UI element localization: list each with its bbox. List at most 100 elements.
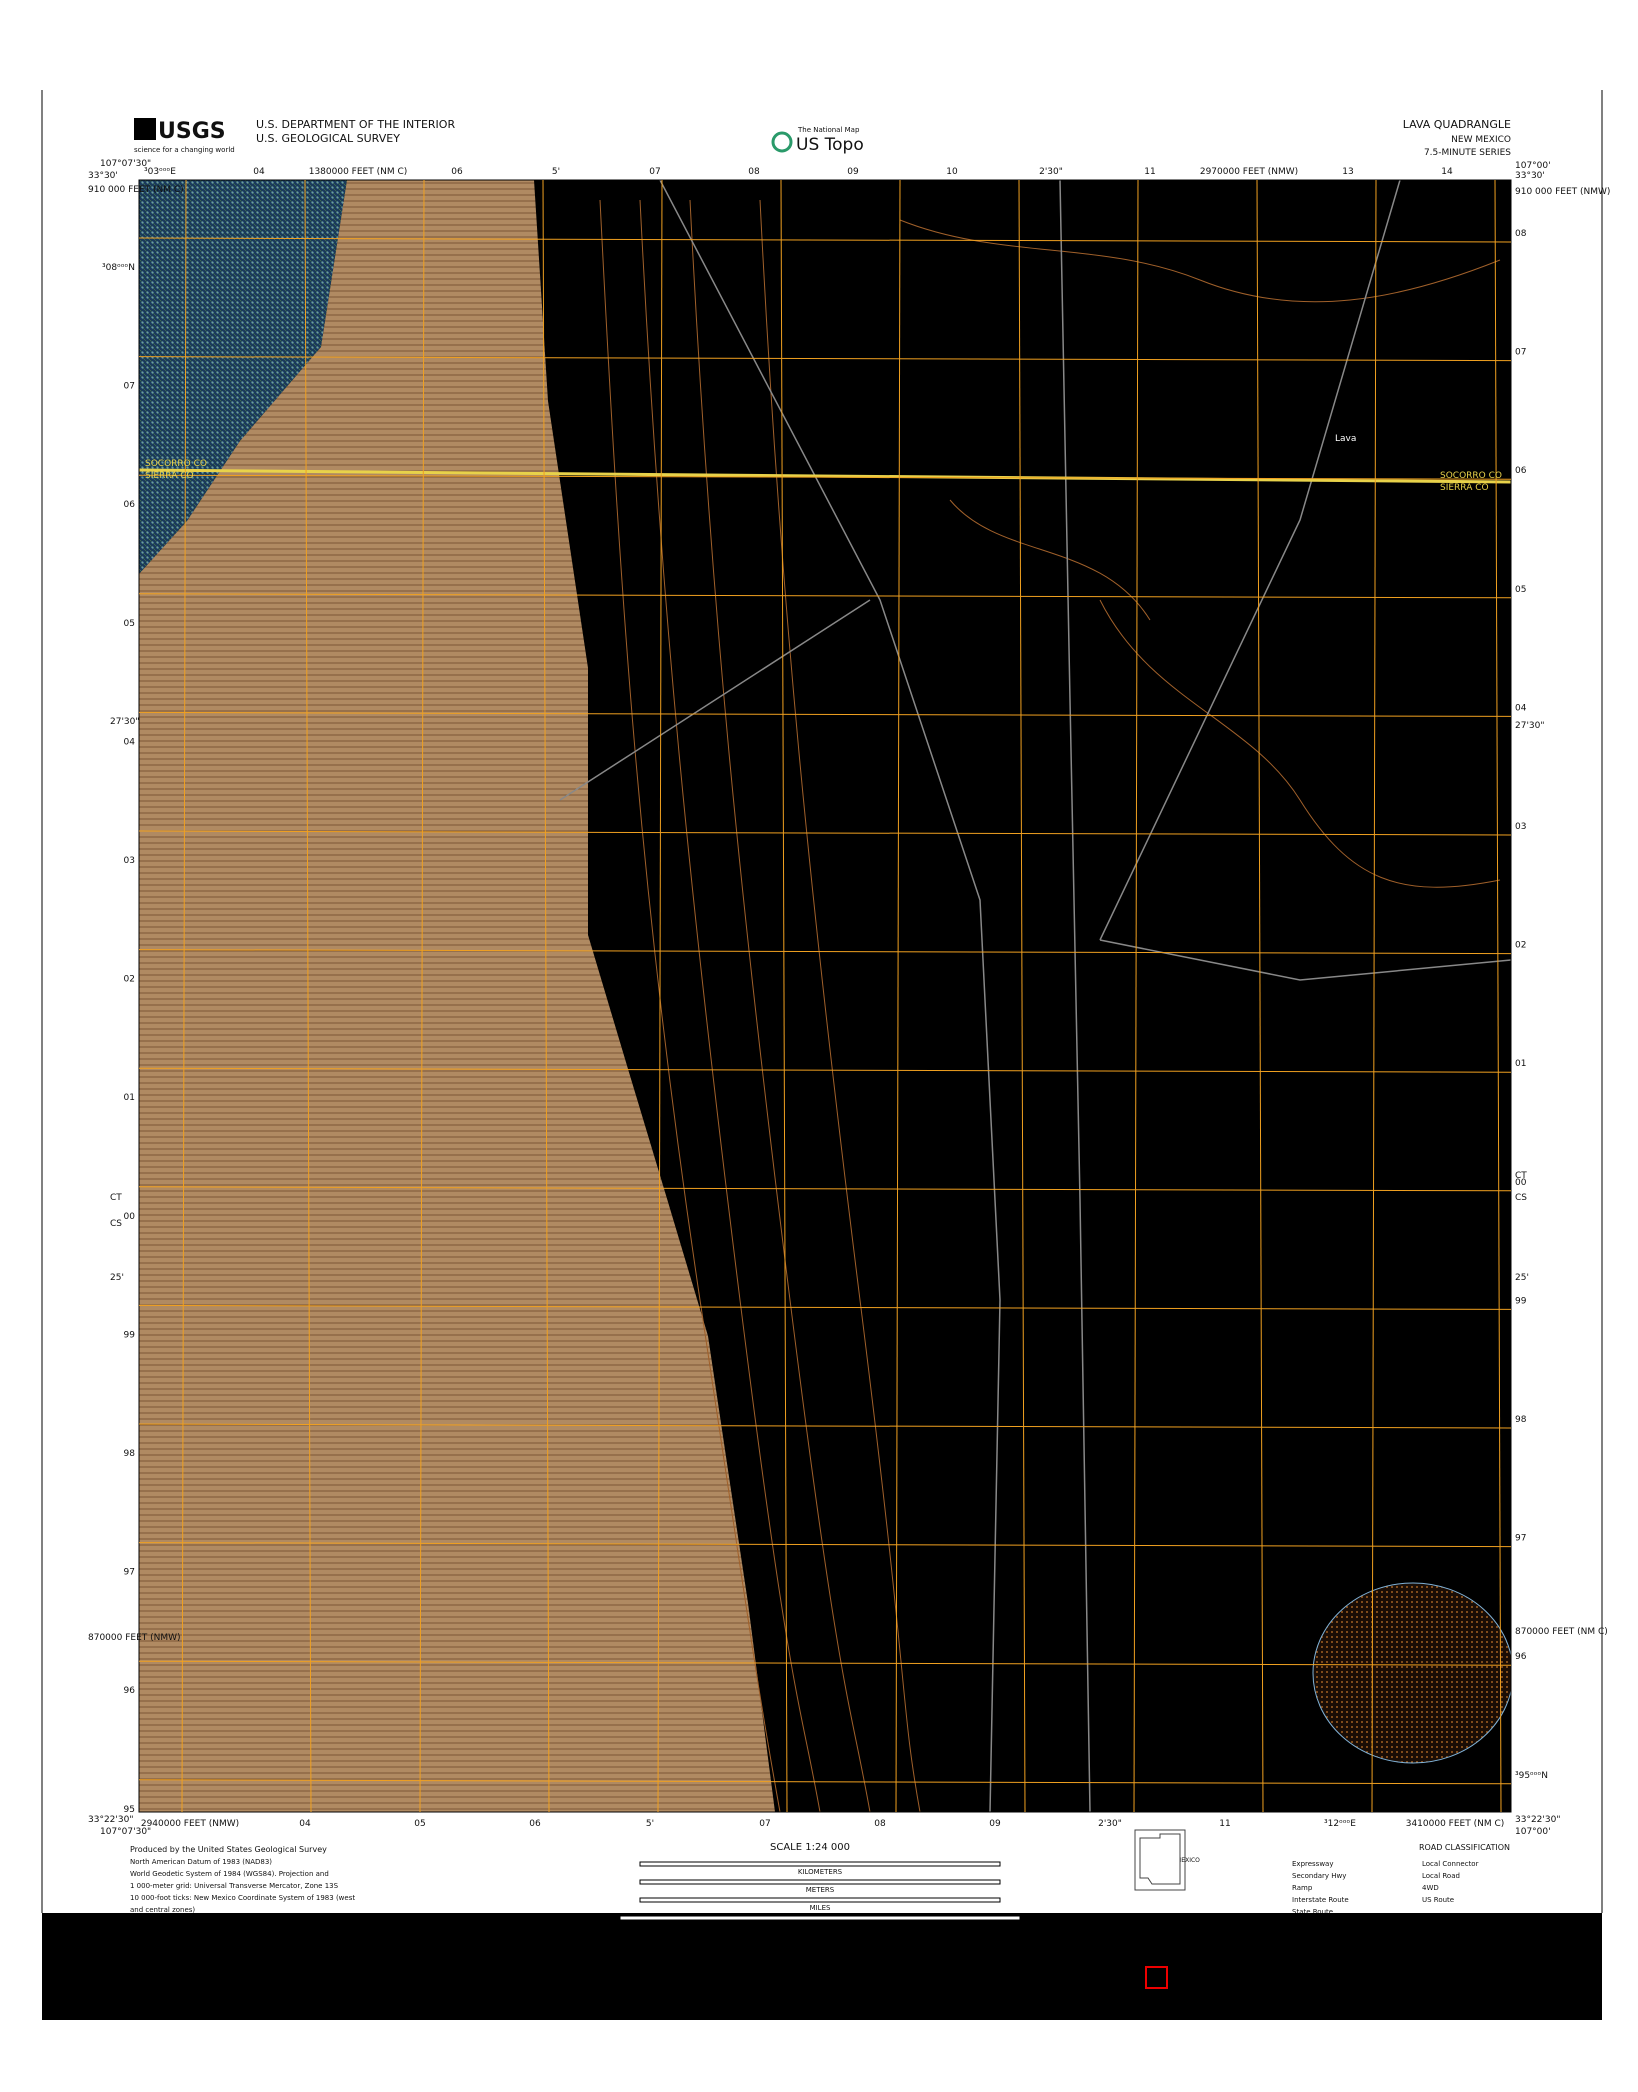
- scale-unit: MILES: [810, 1904, 831, 1912]
- grid-label: 98: [124, 1449, 136, 1459]
- grid-label: 14: [1441, 167, 1453, 177]
- usgs-logo-mark: [134, 118, 156, 140]
- grid-label: 08: [748, 167, 760, 177]
- road-item: Local Connector: [1422, 1860, 1479, 1868]
- grid-label: 96: [1515, 1652, 1527, 1662]
- grid-label: 06: [451, 167, 463, 177]
- grid-line: [181, 179, 187, 1813]
- grid-label: 2'30": [1039, 167, 1063, 177]
- grid-line: [1133, 179, 1139, 1813]
- credit-line: Produced by the United States Geological…: [130, 1845, 327, 1854]
- road-item: Ramp: [1292, 1884, 1313, 1892]
- label: CT: [1515, 1171, 1527, 1181]
- label: 107°00': [1515, 1827, 1551, 1837]
- label: 870000 FEET (NMW): [88, 1633, 181, 1643]
- label: CS: [1515, 1193, 1527, 1203]
- map-body: [139, 180, 1511, 1812]
- grid-label: 5': [552, 167, 560, 177]
- grid-label: 95: [124, 1805, 135, 1815]
- grid-line: [1494, 179, 1502, 1813]
- grid-label: 00: [124, 1212, 136, 1222]
- label: 33°22'30": [88, 1815, 133, 1825]
- agency: U.S. DEPARTMENT OF THE INTERIOR: [256, 118, 455, 131]
- grid-label: 11: [1219, 1819, 1230, 1829]
- grid-line: [138, 1067, 1512, 1073]
- grid-label: 98: [1515, 1415, 1527, 1425]
- grid-label: 01: [1515, 1059, 1526, 1069]
- grid-label: 07: [759, 1819, 770, 1829]
- grid-label: 05: [1515, 585, 1526, 595]
- road-item: Expressway: [1292, 1860, 1334, 1868]
- mountain-terrain: [139, 180, 775, 1812]
- place-name: SOCORRO CO: [1440, 471, 1502, 481]
- logo-text: USGS: [158, 119, 226, 144]
- grid-label: ³08ᵒᵒᵒN: [102, 263, 135, 273]
- label: 107°07'30": [100, 159, 151, 169]
- state: NEW MEXICO: [1451, 135, 1511, 145]
- road-item: State Route: [1292, 1908, 1333, 1916]
- grid-line: [138, 593, 1512, 599]
- county-boundary: [139, 468, 1511, 484]
- grid-label: 04: [1515, 703, 1527, 713]
- grid-label: 97: [1515, 1534, 1526, 1544]
- grid-line: [138, 1423, 1512, 1429]
- label: 107°07'30": [100, 1827, 151, 1837]
- grid-line: [138, 1660, 1512, 1666]
- grid-label: 97: [124, 1568, 135, 1578]
- tagline: science for a changing world: [134, 146, 235, 154]
- grid-label: 09: [989, 1819, 1001, 1829]
- grid-label: 99: [1515, 1296, 1527, 1306]
- grid-line: [304, 179, 312, 1813]
- product: US Topo: [796, 135, 864, 155]
- grid-label: 2970000 FEET (NMW): [1200, 167, 1298, 177]
- grid-label: 10: [946, 167, 958, 177]
- contours: [599, 199, 1501, 1812]
- grid-label: 02: [124, 975, 135, 985]
- grid-line: [895, 179, 901, 1813]
- label: 870000 FEET (NM C): [1515, 1627, 1608, 1637]
- label: 27'30": [1515, 721, 1545, 731]
- national-map-logo: [771, 131, 793, 153]
- credit-line: and central zones): [130, 1906, 195, 1914]
- road-item: Local Road: [1422, 1872, 1460, 1880]
- credit-line: 1 000-meter grid: Universal Transverse M…: [130, 1882, 339, 1890]
- product-small: The National Map: [797, 126, 860, 134]
- place-name: SIERRA CO: [1440, 483, 1489, 493]
- grid-label: 07: [649, 167, 660, 177]
- grid-line: [138, 711, 1512, 717]
- grid-label: 2940000 FEET (NMW): [141, 1819, 239, 1829]
- grid-line: [657, 179, 663, 1813]
- grid-label: 07: [124, 382, 135, 392]
- grid-label: ³95ᵒᵒᵒN: [1515, 1771, 1548, 1781]
- label: 33°30': [88, 171, 118, 181]
- label: 25': [1515, 1273, 1529, 1283]
- grid-label: 04: [299, 1819, 311, 1829]
- grid-label: 05: [414, 1819, 425, 1829]
- grid-label: 04: [253, 167, 265, 177]
- credit-line: 10 000-foot ticks: New Mexico Coordinate…: [130, 1894, 355, 1902]
- grid-label: 96: [124, 1686, 136, 1696]
- grid-label: 03: [1515, 822, 1526, 832]
- road-item: 4WD: [1422, 1884, 1439, 1892]
- grid-line: [138, 1779, 1512, 1785]
- grid-label: 04: [124, 737, 136, 747]
- place-name: Lava: [1335, 434, 1356, 444]
- scale-unit: KILOMETERS: [798, 1868, 843, 1876]
- label: CS: [110, 1219, 122, 1229]
- neatline: [138, 179, 1512, 1813]
- place-name: SOCORRO CO: [145, 459, 207, 469]
- grid-line: [138, 949, 1512, 955]
- roads: [559, 180, 1511, 1812]
- grid-label: 06: [1515, 466, 1527, 476]
- label: 25': [110, 1273, 124, 1283]
- scale-title: SCALE 1:24 000: [770, 1842, 850, 1853]
- scale-bars: [619, 1861, 1021, 1921]
- grid-line: [542, 179, 550, 1813]
- quad-title: LAVA QUADRANGLE: [1403, 118, 1511, 131]
- grid-label: 5': [646, 1819, 654, 1829]
- grid-line: [1371, 179, 1377, 1813]
- scale-unit: METERS: [806, 1886, 835, 1894]
- red-marker: [1145, 1966, 1168, 1989]
- road-title: ROAD CLASSIFICATION: [1419, 1843, 1510, 1852]
